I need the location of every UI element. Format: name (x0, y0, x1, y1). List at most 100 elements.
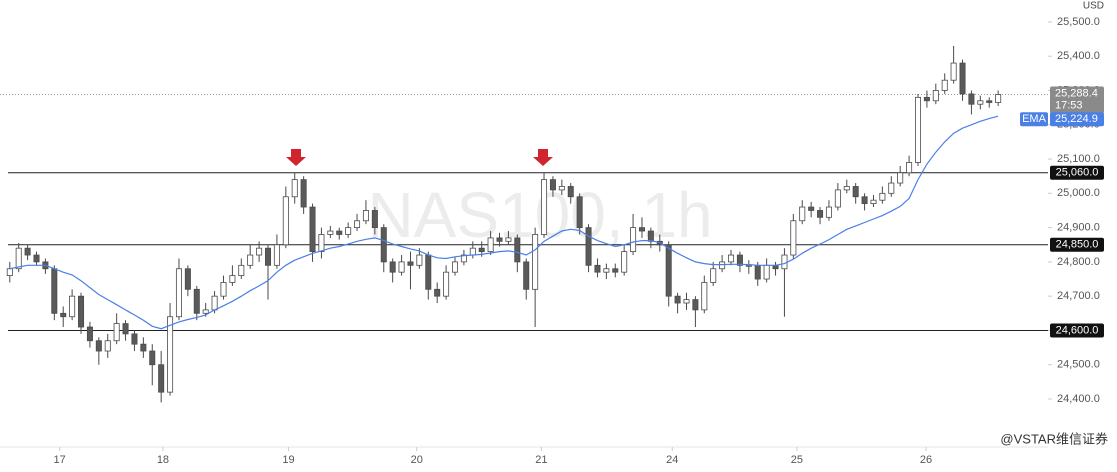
candle-body (612, 268, 619, 273)
candle-body (380, 227, 387, 263)
candle-body (541, 179, 548, 235)
candle-body (558, 186, 565, 191)
candle-body (282, 196, 289, 246)
candle-body (425, 254, 432, 290)
y-tick-label: 25,100.0 (1057, 153, 1100, 165)
candle-body (879, 192, 886, 201)
candle-body (469, 247, 476, 256)
candle-body (202, 309, 209, 314)
candle-body (265, 247, 272, 266)
candle-body (986, 100, 993, 103)
candle-body (416, 254, 423, 266)
candle-body (567, 186, 574, 198)
candle-body (193, 288, 200, 314)
candle-body (291, 179, 298, 198)
x-tick-label: 25 (791, 454, 803, 466)
candle-body (113, 323, 120, 342)
arrow-marker (533, 149, 553, 166)
candle-body (451, 261, 458, 273)
y-tick-label: 24,800.0 (1057, 256, 1100, 268)
candle-body (336, 230, 343, 235)
candle-body (78, 295, 85, 328)
candle-body (86, 326, 93, 342)
candle-body (220, 282, 227, 297)
candle-body (941, 79, 948, 91)
candle-body (781, 254, 788, 270)
candle-body (603, 268, 610, 273)
candle-body (754, 264, 761, 280)
candle-body (104, 340, 111, 352)
last-price-label: 25,288.4 (1055, 87, 1098, 99)
candle-body (621, 251, 628, 273)
candle-body (273, 244, 280, 266)
candle-body (897, 172, 904, 184)
source-watermark: @VSTAR维信证券 (1000, 431, 1108, 446)
candle-body (710, 268, 717, 283)
candle-body (309, 206, 316, 253)
candle-body (229, 275, 236, 283)
x-tick-label: 18 (157, 454, 169, 466)
currency: USD (1083, 1, 1104, 12)
candle-body (6, 268, 13, 277)
candle-body (478, 247, 485, 253)
candle-body (407, 261, 414, 266)
y-tick-label: 25,000.0 (1057, 187, 1100, 199)
candle-body (345, 227, 352, 235)
y-tick-label: 25,500.0 (1057, 16, 1100, 28)
candle-body (460, 254, 467, 263)
candle-body (701, 282, 708, 311)
candle-body (995, 94, 1002, 103)
candle-body (211, 295, 218, 311)
ema-value-box (1050, 112, 1104, 127)
level-label-box (1050, 165, 1104, 180)
candle-body (158, 364, 165, 393)
candle-body (728, 254, 735, 263)
candle-body (870, 199, 877, 205)
candle-body (69, 295, 76, 318)
candle-body (505, 237, 512, 242)
candle-body (888, 182, 895, 194)
level-label: 24,600.0 (1056, 324, 1099, 336)
candle-body (300, 179, 307, 208)
level-label-box (1050, 237, 1104, 252)
candle-body (647, 230, 654, 242)
y-tick-label: 24,700.0 (1057, 290, 1100, 302)
candle-body (256, 247, 263, 256)
candle-body (834, 189, 841, 208)
ema-name-box (1020, 112, 1048, 127)
ema-name: EMA (1022, 113, 1047, 125)
candle-body (24, 247, 31, 256)
candle-body (585, 227, 592, 266)
candle-body (175, 268, 182, 318)
candle-body (362, 210, 369, 222)
candle-body (167, 316, 174, 393)
candle-body (968, 93, 975, 105)
x-tick-label: 21 (535, 454, 547, 466)
ema-value-label: 25,224.9 (1055, 113, 1098, 125)
x-tick-label: 26 (920, 454, 932, 466)
candle-body (95, 340, 102, 352)
x-tick-label: 17 (54, 454, 66, 466)
x-tick-label: 24 (666, 454, 678, 466)
y-tick-label: 25,400.0 (1057, 50, 1100, 62)
candle-body (692, 299, 699, 311)
candle-body (790, 220, 797, 256)
candle-body (630, 227, 637, 253)
candle-body (817, 210, 824, 218)
candle-body (923, 96, 930, 102)
y-tick-label: 24,400.0 (1057, 393, 1100, 405)
candle-body (959, 62, 966, 95)
watermark-title: NAS100, 1h (367, 179, 712, 251)
candle-body (594, 264, 601, 273)
candle-body (861, 196, 868, 205)
candle-body (532, 234, 539, 290)
candle-body (523, 261, 530, 290)
candle-body (932, 90, 939, 102)
candle-body (389, 261, 396, 273)
candle-body (487, 237, 494, 253)
ema-line (9, 115, 999, 330)
candle-body (496, 237, 503, 242)
candle-body (238, 264, 245, 277)
candle-body (719, 261, 726, 270)
